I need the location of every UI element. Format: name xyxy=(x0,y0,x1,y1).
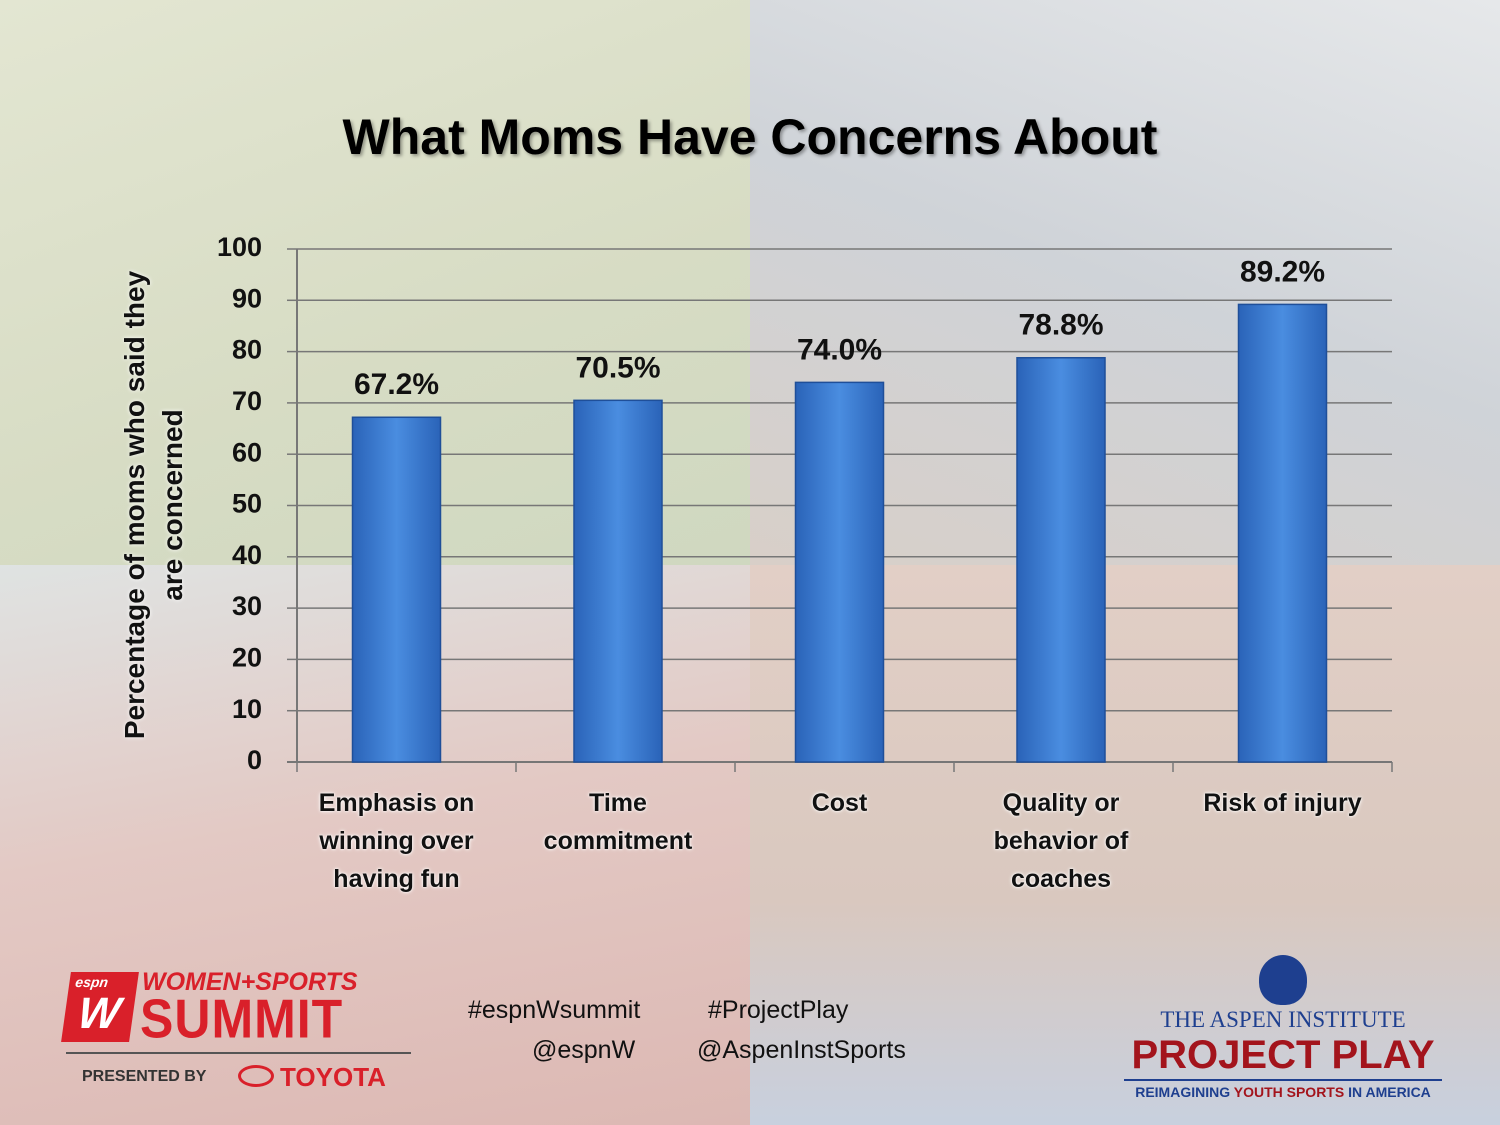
toyota-text: TOYOTA xyxy=(280,1062,386,1092)
bar xyxy=(1016,357,1106,763)
y-tick-label: 50 xyxy=(232,489,262,519)
bar xyxy=(573,399,663,763)
toyota-emblem xyxy=(238,1065,274,1087)
x-tick-label: Emphasis on winning over having fun xyxy=(318,789,475,893)
summit-line2: SUMMIT xyxy=(140,988,344,1050)
x-tick-label: Cost xyxy=(811,789,868,817)
aspen-tagline: REIMAGINING YOUTH SPORTS IN AMERICA xyxy=(1124,1079,1442,1100)
y-tick-label: 20 xyxy=(232,643,262,673)
chart-title: What Moms Have Concerns About xyxy=(342,109,1158,165)
x-tick-label: Risk of injury xyxy=(1203,789,1362,817)
y-tick-label: 60 xyxy=(232,437,262,467)
tagline-mid: YOUTH SPORTS xyxy=(1233,1084,1345,1100)
aspen-institute: THE ASPEN INSTITUTE xyxy=(1160,1007,1406,1032)
bar xyxy=(351,416,442,763)
value-label: 70.5% xyxy=(575,351,660,384)
y-tick-label: 40 xyxy=(232,540,262,570)
summit-rule xyxy=(66,1052,411,1054)
y-tick-label: 80 xyxy=(232,335,262,365)
summit-line1: WOMEN+SPORTS xyxy=(142,968,358,996)
tagline-end: IN AMERICA xyxy=(1344,1084,1431,1100)
y-tick-label: 30 xyxy=(232,591,262,621)
project-play: PROJECT PLAY xyxy=(1131,1033,1435,1077)
hashtag: #ProjectPlay xyxy=(708,996,849,1024)
handle: @espnW xyxy=(532,1036,636,1064)
bar xyxy=(794,381,885,763)
x-tick-label: Quality or behavior of coaches xyxy=(993,789,1129,893)
value-label: 74.0% xyxy=(797,333,882,366)
value-label: 67.2% xyxy=(354,368,439,401)
y-tick-label: 100 xyxy=(217,232,262,262)
y-tick-label: 10 xyxy=(232,694,262,724)
presented-by: PRESENTED BY xyxy=(82,1068,207,1085)
aspen-leaf xyxy=(1259,955,1307,1005)
aspen-logo: THE ASPEN INSTITUTE PROJECT PLAY REIMAGI… xyxy=(1118,955,1448,1100)
y-tick-label: 70 xyxy=(232,386,262,416)
tagline-start: REIMAGINING xyxy=(1135,1084,1234,1100)
y-tick-label: 0 xyxy=(247,745,262,775)
value-label: 89.2% xyxy=(1240,255,1325,288)
hashtag: #espnWsummit xyxy=(468,996,641,1024)
handle: @AspenInstSports xyxy=(697,1036,906,1064)
y-tick-label: 90 xyxy=(232,283,262,313)
bar xyxy=(1237,303,1328,763)
x-tick-label: Time commitment xyxy=(543,789,693,855)
w-mark: W xyxy=(74,989,124,1038)
espn-w-badge: espn W xyxy=(61,972,139,1042)
value-label: 78.8% xyxy=(1018,309,1103,342)
